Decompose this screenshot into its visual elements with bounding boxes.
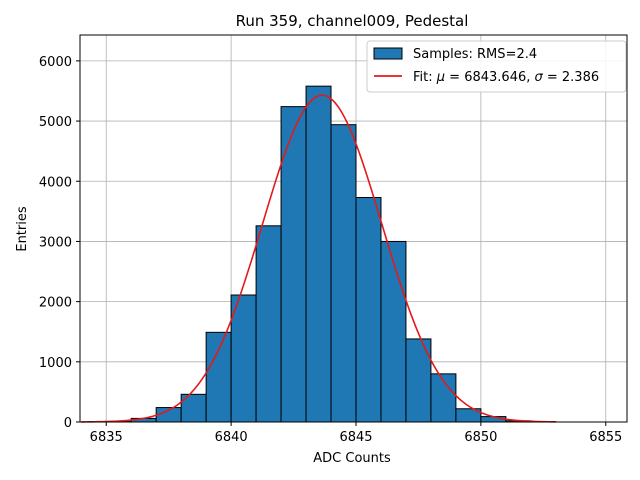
y-tick-label: 0 (64, 416, 72, 431)
legend: Samples: RMS=2.4 Fit: μ = 6843.646, σ = … (366, 40, 627, 93)
y-tick-label: 4000 (39, 175, 72, 190)
legend-histogram-swatch (373, 47, 403, 60)
y-tick-label: 5000 (39, 115, 72, 130)
histogram-bar (205, 331, 232, 423)
histogram-bar (255, 225, 282, 423)
y-axis-label: Entries (15, 206, 30, 252)
histogram-bar (280, 106, 307, 423)
x-tick-label: 6840 (215, 430, 248, 445)
y-tick-label: 6000 (39, 55, 72, 70)
x-tick-label: 6850 (464, 430, 497, 445)
histogram-bar (305, 85, 332, 423)
x-tick-label: 6855 (589, 430, 622, 445)
axes-frame (79, 34, 628, 423)
histogram-bar (380, 240, 407, 423)
y-tick-label: 1000 (39, 356, 72, 371)
fit-curve (81, 94, 556, 423)
legend-histogram-label: Samples: RMS=2.4 (413, 47, 537, 62)
y-tick-label: 2000 (39, 296, 72, 311)
chart-title: Run 359, channel009, Pedestal (236, 12, 469, 30)
x-tick-label: 6845 (339, 430, 372, 445)
plot-area (79, 34, 628, 423)
y-tick-label: 3000 (39, 235, 72, 250)
histogram-bar (355, 197, 382, 423)
x-tick-label: 6835 (90, 430, 123, 445)
legend-box (366, 40, 627, 93)
x-axis-ticks: 6835 6840 6845 6850 6855 (90, 422, 622, 445)
histogram-bars (105, 85, 557, 423)
y-axis-ticks: 0 1000 2000 3000 4000 5000 6000 (39, 55, 80, 431)
histogram-bar (230, 294, 257, 423)
x-axis-label: ADC Counts (313, 451, 391, 466)
legend-fit-label: Fit: μ = 6843.646, σ = 2.386 (413, 70, 599, 85)
histogram-bar (330, 124, 357, 423)
